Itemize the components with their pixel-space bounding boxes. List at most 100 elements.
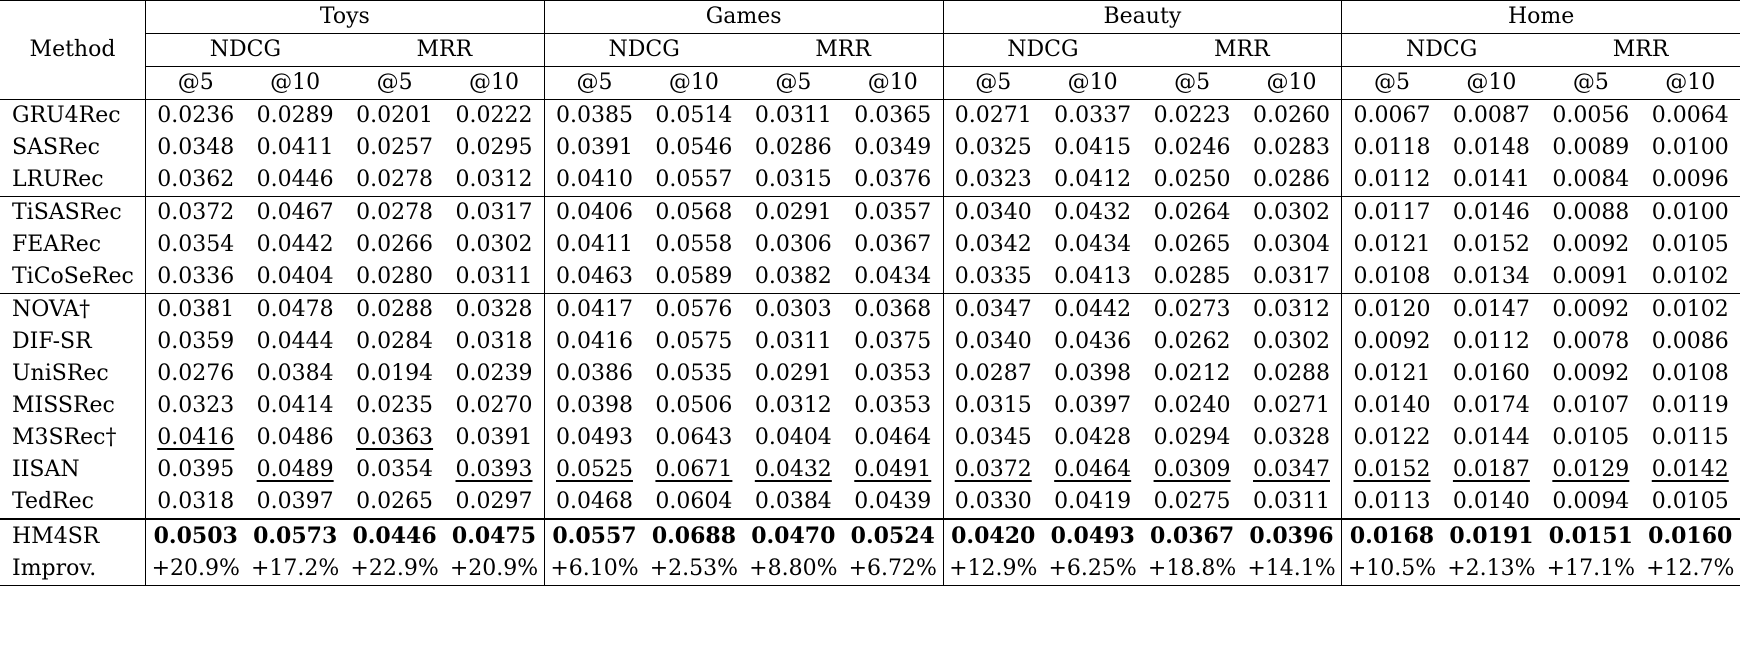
table-cell: 0.0349 [843,132,943,164]
cell-value: 0.0464 [854,425,932,450]
table-cell: 0.0330 [942,486,1043,519]
table-cell: 0.0094 [1541,486,1640,519]
cell-value: 0.0372 [954,457,1032,482]
table-cell: 0.0142 [1641,454,1740,486]
table-cell: 0.0337 [1042,99,1143,132]
cell-value: 0.0375 [854,329,932,354]
table-cell: 0.0121 [1341,229,1442,261]
table-cell: 0.0365 [843,99,943,132]
cell-value: 0.0384 [754,489,832,514]
table-cell: 0.0087 [1441,99,1542,132]
cell-value: 0.0317 [455,200,533,225]
table-cell: 0.0118 [1341,132,1442,164]
table-cell: 0.0201 [344,99,445,132]
cell-value: 0.0105 [1651,232,1729,257]
cell-value: 0.0382 [754,264,832,289]
cell-value: 0.0112 [1452,329,1530,354]
table-cell: 0.0363 [345,422,444,454]
cell-value: 0.0357 [854,200,932,225]
cell-value: +18.8% [1147,556,1237,581]
cell-value: +6.72% [848,556,937,581]
header-row-metrics: NDCG MRR NDCG MRR NDCG MRR NDCG MRR [0,33,1740,67]
table-cell: 0.0174 [1442,390,1541,422]
cell-value: 0.0144 [1452,425,1530,450]
cell-value: 0.0121 [1353,232,1431,257]
cell-value: 0.0086 [1651,329,1729,354]
table-cell: 0.0353 [843,358,943,390]
table-cell: 0.0391 [444,422,544,454]
table-cell: 0.0375 [843,326,943,358]
cell-value: 0.0113 [1353,489,1431,514]
cell-value: 0.0367 [1149,523,1235,549]
table-cell: 0.0273 [1142,293,1242,326]
table-cell: 0.0304 [1242,229,1342,261]
cell-value: 0.0576 [655,297,733,322]
table-cell: 0.0385 [543,99,645,132]
metric-header-mrr: MRR [344,33,545,67]
table-cell: 0.0312 [744,390,843,422]
table-cell: 0.0411 [543,229,645,261]
cell-value: 0.0416 [157,425,235,450]
table-cell: 0.0105 [1541,422,1640,454]
cutoff-header: @10 [668,70,719,95]
cell-value: 0.0464 [1054,457,1132,482]
cell-value: 0.0362 [157,167,235,192]
table-cell: 0.0288 [1242,358,1342,390]
table-cell: 0.0410 [543,164,645,197]
table-cell: 0.0589 [644,261,743,294]
table-cell: 0.0506 [644,390,743,422]
cell-value: 0.0194 [356,361,434,386]
method-name: TedRec [12,489,94,514]
cell-value: 0.0151 [1548,523,1633,549]
table-cell: 0.0295 [444,132,544,164]
table-cell: +20.9% [145,553,246,586]
table-row: UniSRec 0.0276 0.0384 0.0194 0.0239 0.0386 0.0… [0,358,1740,390]
dataset-header-beauty: Beauty [942,0,1342,34]
table-cell: 0.0372 [942,454,1043,486]
dataset-header-games: Games [543,0,943,34]
cutoff-header: @10 [1466,70,1517,95]
table-cell: 0.0091 [1541,261,1640,294]
table-cell: 0.0398 [543,390,645,422]
table-cell: 0.0134 [1442,261,1541,294]
header-row-cutoffs: @5 @10 @5 @10 @5 @10 @5 @10 @5 @10 @5 @1… [0,66,1740,100]
cell-value: 0.0265 [1153,232,1231,257]
cell-value: 0.0376 [854,167,932,192]
table-cell: 0.0489 [245,454,344,486]
table-cell: 0.0168 [1341,518,1442,553]
table-cell: 0.0557 [644,164,743,197]
cell-value: 0.0546 [655,135,733,160]
cell-value: 0.0168 [1349,523,1435,549]
cell-value: 0.0444 [256,329,334,354]
cell-value: 0.0278 [356,200,434,225]
table-cell: 0.0464 [1043,454,1142,486]
cell-value: 0.0147 [1452,297,1530,322]
table-cell: 0.0303 [743,293,844,326]
cell-value: 0.0671 [655,457,733,482]
table-cell: 0.0140 [1341,390,1442,422]
table-cell: 0.0643 [644,422,743,454]
cell-value: 0.0323 [157,393,235,418]
table-cell: 0.0493 [1042,518,1143,553]
cell-value: 0.0317 [1253,264,1330,289]
table-cell: 0.0671 [644,454,743,486]
cell-value: 0.0302 [1253,200,1330,225]
table-cell: 0.0113 [1341,486,1442,519]
cell-value: 0.0287 [954,361,1032,386]
cell-value: 0.0223 [1153,103,1231,128]
cell-value: 0.0105 [1651,489,1729,514]
table-cell: 0.0384 [744,486,843,519]
table-cell: 0.0340 [942,196,1043,229]
cell-value: 0.0315 [954,393,1032,418]
cell-value: 0.0142 [1651,457,1729,482]
table-cell: 0.0493 [543,422,645,454]
cell-value: 0.0367 [854,232,932,257]
table-cell: 0.0420 [942,518,1043,553]
table-cell: 0.0287 [942,358,1043,390]
table-cell: 0.0317 [444,196,545,229]
table-cell: 0.0468 [543,486,645,519]
cell-value: 0.0347 [954,297,1032,322]
cell-value: 0.0100 [1651,135,1729,160]
cell-value: 0.0442 [256,232,334,257]
table-cell: 0.0141 [1442,164,1541,197]
